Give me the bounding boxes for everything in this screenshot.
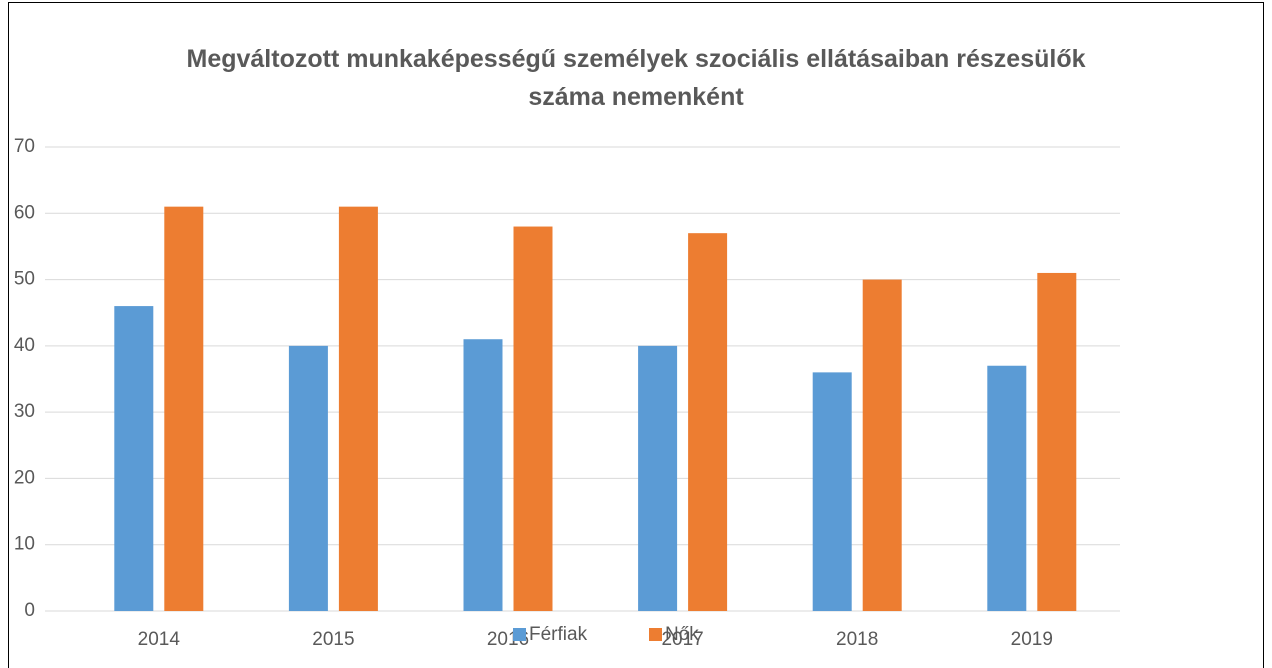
bar	[862, 279, 902, 611]
bar	[812, 372, 852, 611]
legend-label: Nők	[665, 624, 699, 645]
bar	[288, 345, 328, 611]
y-tick-label: 20	[14, 467, 35, 488]
x-tick-label: 2019	[1011, 629, 1053, 650]
bar	[463, 339, 503, 611]
bar	[638, 345, 678, 611]
legend-swatch	[513, 628, 526, 641]
bar	[164, 206, 204, 611]
y-tick-label: 30	[14, 401, 35, 422]
y-tick-label: 40	[14, 335, 35, 356]
x-tick-label: 2014	[138, 629, 181, 650]
bar	[987, 365, 1027, 611]
bar	[114, 306, 154, 611]
chart-title: Megváltozott munkaképességű személyek sz…	[186, 45, 1086, 111]
x-tick-label: 2017	[661, 629, 703, 650]
x-tick-label: 2015	[312, 629, 354, 650]
bar	[688, 233, 728, 611]
bar	[513, 226, 553, 612]
y-tick-label: 60	[14, 202, 35, 223]
y-tick-label: 0	[24, 600, 35, 621]
legend-swatch	[649, 628, 662, 641]
y-tick-label: 10	[14, 534, 35, 555]
bar	[338, 206, 378, 611]
bar	[1037, 272, 1077, 611]
y-tick-label: 50	[14, 269, 35, 290]
chart-border	[8, 2, 1264, 668]
legend-label: Férfiak	[529, 624, 588, 645]
x-tick-label: 2018	[836, 629, 878, 650]
y-tick-label: 70	[14, 136, 35, 157]
